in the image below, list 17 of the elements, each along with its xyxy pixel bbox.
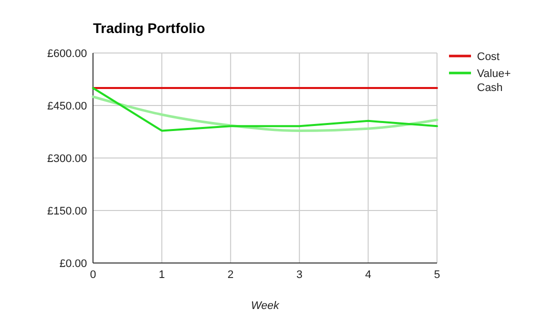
y-tick-label: £0.00 xyxy=(59,258,87,270)
y-tick-label: £150.00 xyxy=(47,206,87,218)
legend-label: Value+ Cash xyxy=(477,68,511,94)
x-tick-label: 4 xyxy=(365,269,372,281)
y-tick-label: £600.00 xyxy=(47,48,87,60)
legend-label: Cost xyxy=(477,51,500,63)
x-tick-label: 0 xyxy=(90,269,96,281)
x-tick-label: 2 xyxy=(228,269,234,281)
chart-title: Trading Portfolio xyxy=(93,20,205,36)
y-tick-label: £450.00 xyxy=(47,100,87,112)
y-tick-label: £300.00 xyxy=(47,153,87,165)
x-axis-title: Week xyxy=(251,300,280,312)
x-tick-label: 3 xyxy=(296,269,302,281)
x-tick-label: 5 xyxy=(434,269,440,281)
x-tick-label: 1 xyxy=(158,269,165,281)
line-series xyxy=(92,87,438,132)
line-series xyxy=(92,96,438,132)
